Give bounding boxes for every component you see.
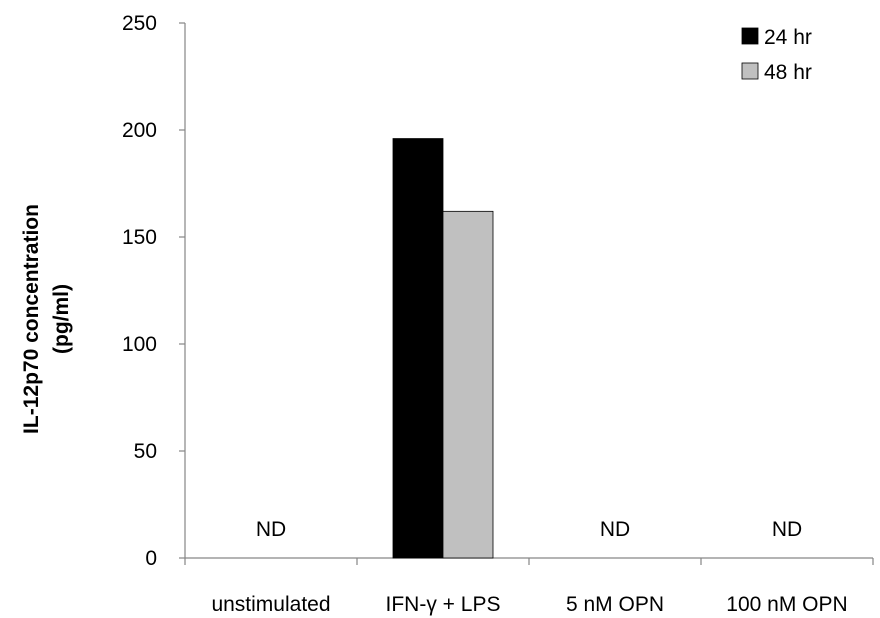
bar-24-hr [392,138,444,559]
legend: 24 hr 48 hr [741,26,812,84]
y-tick-label: 150 [122,226,157,249]
legend-label: 24 hr [764,26,812,49]
not-detected-label: ND [772,518,802,541]
legend-label: 48 hr [764,61,812,84]
y-tick-label: 250 [122,12,157,35]
legend-swatch [741,62,759,80]
x-tick-label: IFN-γ + LPS [386,593,501,616]
y-tick-label: 50 [134,440,157,463]
y-axis-label-line: IL-12p70 concentration [20,204,43,434]
annotations: ND ND ND [256,518,802,541]
not-detected-label: ND [256,518,286,541]
axes: 0 50 100 150 200 250 unstimulated IFN-γ + LPS 5 … [122,12,874,616]
y-axis-label: IL-12p70 concentration (pg/ml) [20,204,73,434]
x-tick-label: unstimulated [211,593,330,616]
y-tick-label: 100 [122,333,157,356]
bars [392,138,494,559]
legend-swatch [741,27,759,45]
y-axis-label-line: (pg/ml) [50,284,73,354]
y-tick-label: 200 [122,119,157,142]
not-detected-label: ND [600,518,630,541]
x-tick-label: 100 nM OPN [726,593,847,616]
bar-48-hr [442,210,494,559]
x-tick-label: 5 nM OPN [566,593,664,616]
y-tick-label: 0 [145,547,157,570]
